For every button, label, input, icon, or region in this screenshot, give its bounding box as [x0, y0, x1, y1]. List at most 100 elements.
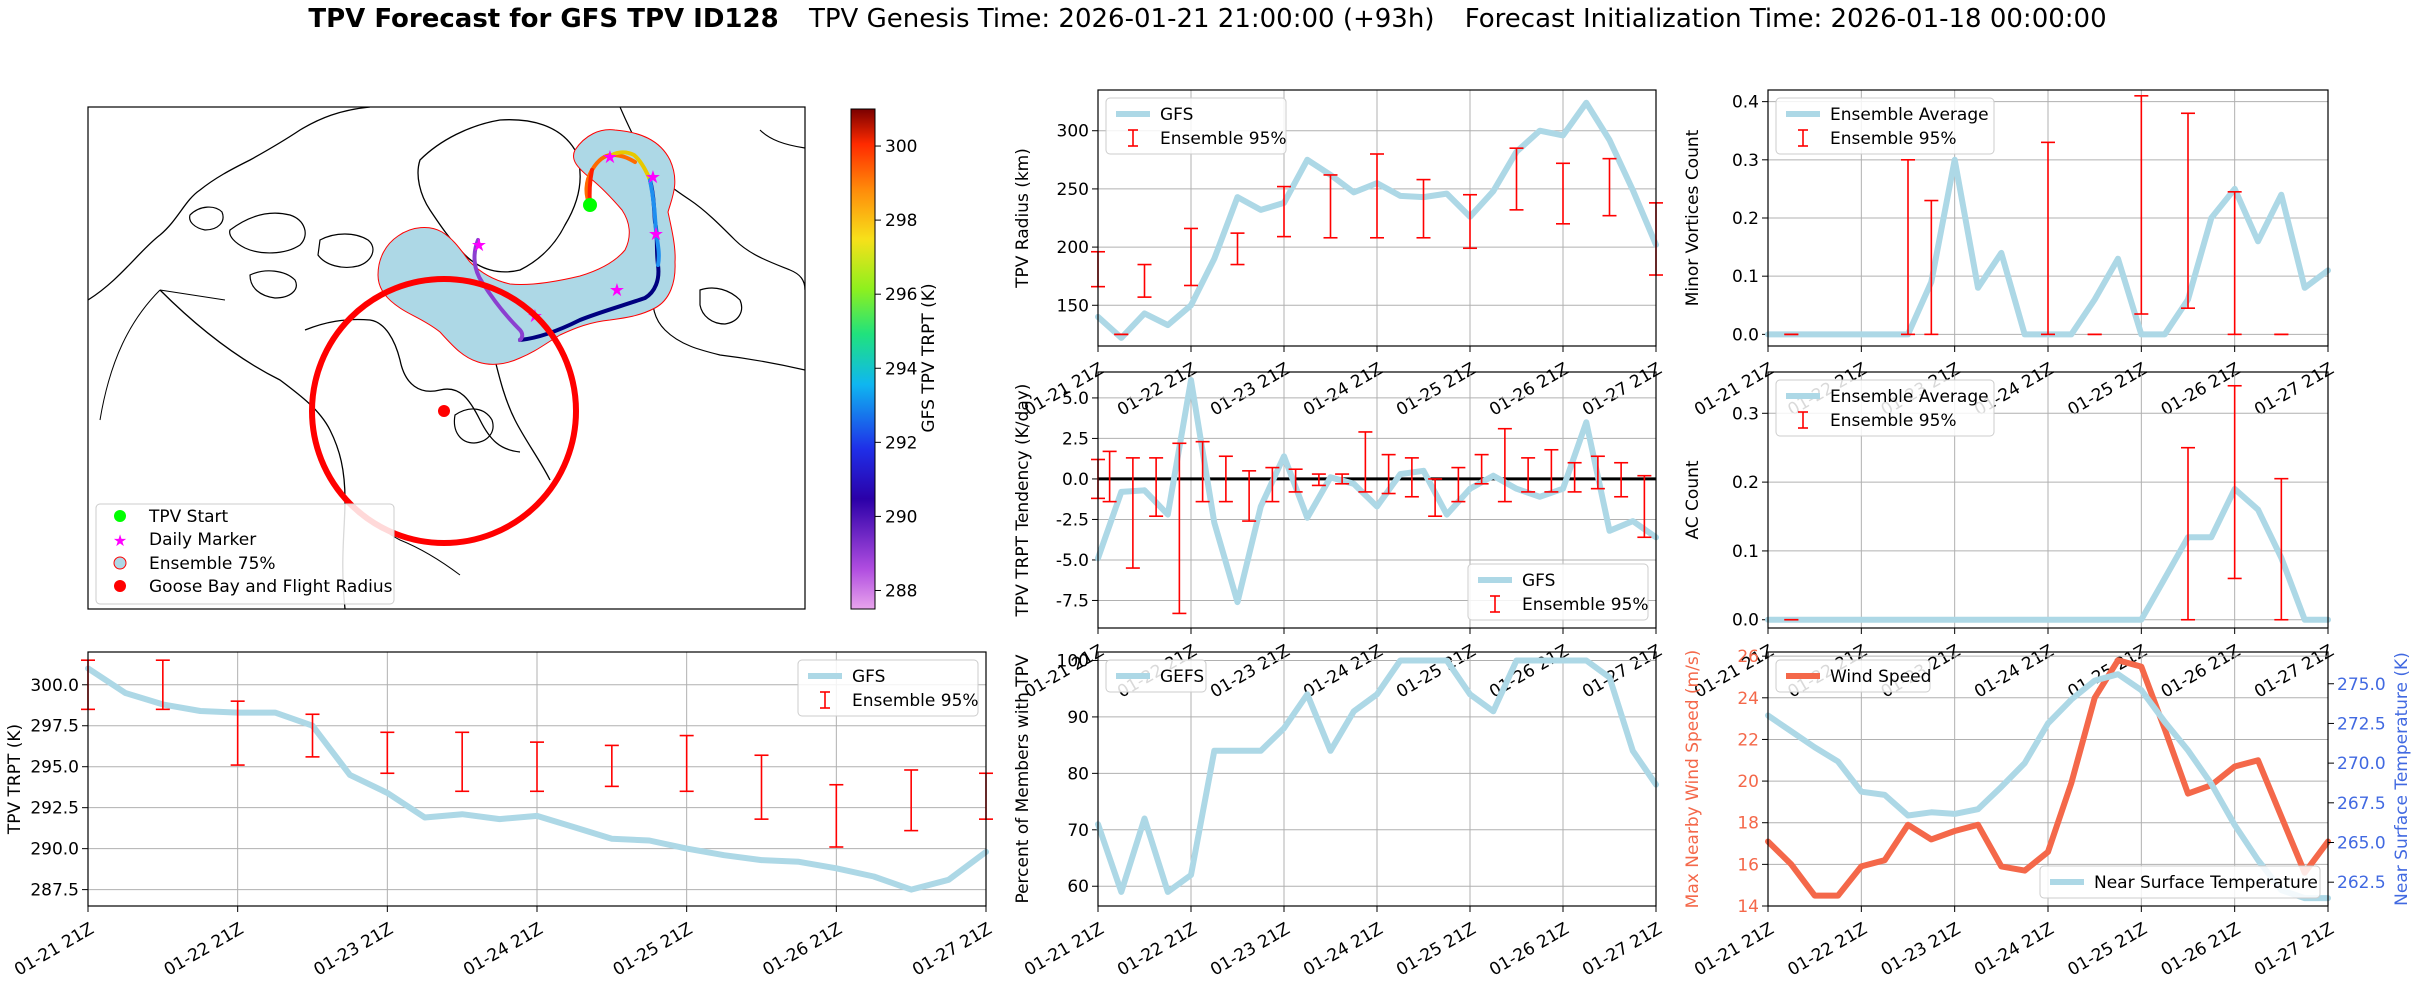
- y-tick-label: 0.2: [1732, 473, 1759, 493]
- chart-legend: Ensemble Average Ensemble 95%: [1775, 97, 1995, 155]
- y-tick-label: 5.0: [1062, 389, 1089, 409]
- legend-start-dot: [114, 510, 126, 522]
- y-axis-label: TPV TRPT (K): [5, 724, 25, 835]
- x-tick-label: 01-25 21Z: [2064, 359, 2150, 420]
- chart-legend: GFS Ensemble 95%: [1467, 563, 1649, 621]
- x-tick-label: 01-22 21Z: [1114, 919, 1200, 980]
- legend-box: [797, 659, 979, 717]
- x-tick-label: 01-27 21Z: [2251, 359, 2337, 420]
- colorbar-gradient: [850, 108, 876, 610]
- x-tick-label: 01-23 21Z: [1878, 919, 1964, 980]
- daily-marker: ★: [648, 224, 664, 245]
- y-tick-label: -5.0: [1056, 551, 1089, 571]
- x-tick-label: 01-27 21Z: [2251, 919, 2337, 980]
- tpv-track-violet: [472, 238, 525, 342]
- x-tick-label: 01-21 21Z: [11, 919, 97, 980]
- y-tick-label: 200: [1057, 238, 1089, 258]
- y-tick-label: 70: [1067, 821, 1089, 841]
- y-tick-label: 300: [1057, 122, 1089, 142]
- y-tick-label: 150: [1057, 296, 1089, 316]
- y-right-tick-label: 267.5: [2337, 794, 2386, 814]
- x-tick-label: 01-21 21Z: [1691, 641, 1777, 702]
- daily-marker: ★: [602, 147, 618, 168]
- axes-frame: [1097, 89, 1657, 347]
- chart-radius: 01-21 21Z 01-22 21Z 01-23 21Z 01-24 21Z 01-2…: [1013, 89, 1665, 420]
- legend-red-dot: [114, 580, 126, 592]
- x-tick-label: 01-24 21Z: [460, 919, 546, 980]
- legend-label: GFS: [1160, 105, 1193, 125]
- map-legend-box: [95, 503, 395, 605]
- x-tick-label: 01-26 21Z: [2158, 919, 2244, 980]
- y-tick-label: 20: [1737, 772, 1759, 792]
- x-tick-label: 01-27 21Z: [1579, 919, 1665, 980]
- colorbar-tick-label: 290: [885, 507, 917, 527]
- figure-title-init: Forecast Initialization Time: 2026-01-18…: [1464, 4, 2107, 34]
- daily-marker: ★: [645, 167, 661, 188]
- coastline-europe: [619, 107, 805, 371]
- tpv-track-cyan: [648, 178, 661, 267]
- legend-label: GFS: [1522, 571, 1555, 591]
- y-tick-label: 0.0: [1732, 611, 1759, 631]
- y-axis-label: TPV TRPT Tendency (K/day): [1013, 384, 1033, 618]
- coastline-newfoundland: [453, 408, 494, 444]
- axes-frame: [1097, 371, 1657, 629]
- map-legend-label: TPV Start: [148, 507, 229, 527]
- x-tick-label: 01-27 21Z: [1579, 641, 1665, 702]
- y-tick-label: 300.0: [30, 676, 79, 696]
- colorbar-tick-label: 292: [885, 433, 917, 453]
- y-right-tick-label: 275.0: [2337, 675, 2386, 695]
- x-tick-label: 01-26 21Z: [2158, 359, 2244, 420]
- legend-star-icon: ★: [113, 531, 127, 550]
- x-tick-label: 01-27 21Z: [909, 919, 995, 980]
- y-right-tick-label: 270.0: [2337, 754, 2386, 774]
- axes-frame: [87, 651, 987, 907]
- y-tick-label: 290.0: [30, 840, 79, 860]
- map-legend-label: Ensemble 75%: [149, 554, 276, 574]
- y-axis-label: Minor Vortices Count: [1683, 129, 1703, 306]
- legend-box: [1775, 97, 1995, 155]
- legend-label: Ensemble 95%: [852, 691, 979, 711]
- x-tick-label: 01-21 21Z: [1021, 919, 1107, 980]
- y-tick-label: 22: [1737, 730, 1759, 750]
- y-axis-label: TPV Radius (km): [1013, 148, 1033, 289]
- chart-legend: GFS Ensemble 95%: [1105, 97, 1287, 155]
- y-tick-label: 295.0: [30, 758, 79, 778]
- y-tick-label: 0.3: [1732, 404, 1759, 424]
- y-tick-label: 0.1: [1732, 542, 1759, 562]
- legend-shade-dot: [113, 556, 127, 570]
- colorbar-tick-label: 298: [885, 211, 917, 231]
- legend-box: [1467, 563, 1649, 621]
- x-tick-label: 01-23 21Z: [1207, 641, 1293, 702]
- legend-label: Ensemble 95%: [1160, 129, 1287, 149]
- flight-radius-circle: [309, 276, 579, 546]
- colorbar-ticks: 288 290 292 294 296 298 300: [875, 137, 917, 601]
- x-tick-label: 01-26 21Z: [759, 919, 845, 980]
- coastline-greenland: [417, 119, 581, 273]
- x-tick-label: 01-26 21Z: [1486, 359, 1572, 420]
- y-right-tick-label: 265.0: [2337, 834, 2386, 854]
- tpv-track-warm: [584, 152, 637, 207]
- y-tick-label: -7.5: [1056, 591, 1089, 611]
- colorbar-tick-label: 288: [885, 581, 917, 601]
- y-tick-label: 26: [1737, 647, 1759, 667]
- y-tick-label: 90: [1067, 708, 1089, 728]
- axes-frame: [1097, 651, 1657, 907]
- y-tick-label: 18: [1737, 814, 1759, 834]
- x-tick-label: 01-27 21Z: [2251, 641, 2337, 702]
- chart-legend: GEFS: [1105, 659, 1207, 693]
- y-tick-label: 0.4: [1732, 93, 1759, 113]
- daily-marker: ★: [471, 235, 487, 256]
- x-tick-label: 01-25 21Z: [2064, 919, 2150, 980]
- y-tick-label: 2.5: [1062, 429, 1089, 449]
- y-right-tick-label: 262.5: [2337, 873, 2386, 893]
- x-tick-label: 01-23 21Z: [1207, 359, 1293, 420]
- legend-box: [2039, 865, 2321, 899]
- colorbar-label: GFS TPV TRPT (K): [919, 283, 939, 432]
- y-tick-label: 0.0: [1062, 470, 1089, 490]
- y-tick-label: 100: [1057, 651, 1089, 671]
- daily-marker: ★: [609, 280, 625, 301]
